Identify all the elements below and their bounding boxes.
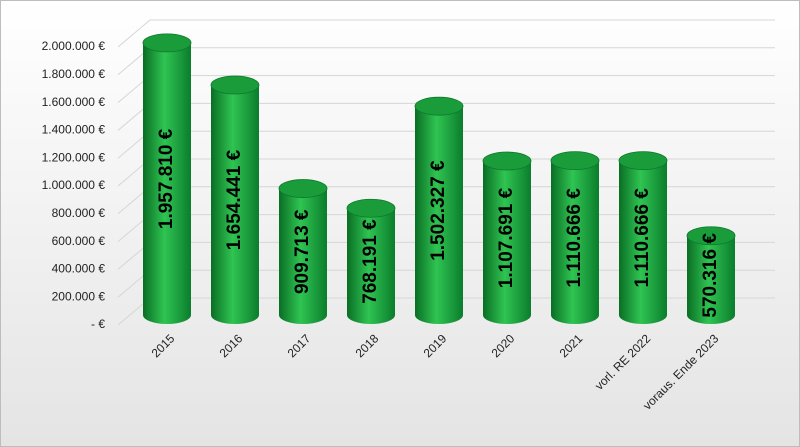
y-tick-label: 400.000 € [52, 262, 106, 276]
bar-top [686, 226, 736, 246]
bar-top [142, 33, 192, 53]
bar [551, 160, 599, 324]
bar-top [278, 179, 328, 198]
bar [619, 160, 667, 324]
y-tick-label: 600.000 € [52, 234, 106, 248]
value-label: 1.957.810 € [156, 128, 177, 229]
y-tick-label: 1.000.000 € [42, 178, 106, 192]
y-tick-label: 200.000 € [52, 289, 106, 303]
y-tick-label: 1.600.000 € [42, 95, 106, 109]
bar-top [482, 151, 532, 171]
value-label: 1.110.666 € [632, 188, 653, 288]
value-label: 1.502.327 € [428, 160, 449, 261]
bar [687, 235, 735, 324]
y-tick-label: - € [91, 317, 105, 331]
value-label: 768.191 € [360, 219, 381, 304]
bar [143, 42, 191, 324]
bar-top [210, 75, 260, 95]
value-label: 1.107.691 € [496, 187, 517, 288]
bar-top [618, 151, 668, 171]
value-label: 1.654.441 € [224, 149, 245, 250]
bar [347, 208, 395, 324]
y-tick-label: 1.400.000 € [42, 123, 106, 137]
bar-top [346, 198, 396, 218]
bar [211, 85, 259, 324]
grid-line [117, 19, 775, 48]
value-label: 570.316 € [700, 233, 721, 318]
bar-top [414, 96, 464, 116]
y-tick-label: 1.200.000 € [42, 150, 106, 164]
y-tick-label: 2.000.000 € [42, 39, 106, 53]
bar-top [550, 151, 600, 171]
y-tick-label: 1.800.000 € [42, 67, 106, 81]
bar [415, 106, 463, 324]
value-label: 909.713 € [292, 209, 313, 294]
bar [483, 161, 531, 324]
y-tick-label: 800.000 € [52, 206, 106, 220]
value-label: 1.110.666 € [564, 188, 585, 288]
bar [279, 188, 327, 324]
